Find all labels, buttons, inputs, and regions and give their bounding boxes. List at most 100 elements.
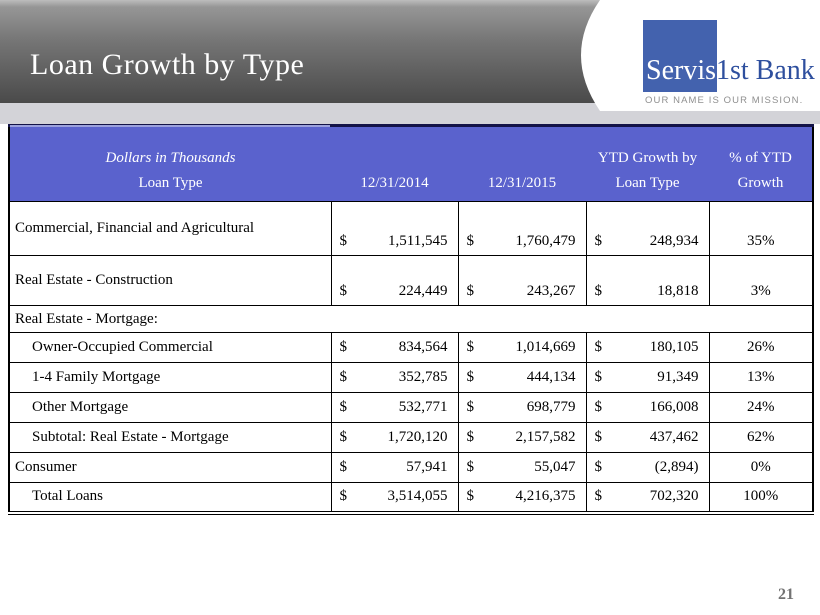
- loan-type-cell: Consumer: [8, 452, 332, 483]
- currency-symbol: $: [594, 233, 603, 249]
- currency-symbol: $: [466, 283, 475, 299]
- table-header-row: Dollars in Thousands Loan Type 12/31/201…: [9, 125, 813, 202]
- value-2014-cell: $57,941: [330, 452, 459, 483]
- pct-cell: 35%: [708, 201, 814, 256]
- header-ytd-growth: YTD Growth by Loan Type: [586, 125, 709, 202]
- value-2015-cell: $444,134: [457, 362, 587, 393]
- pct-cell: 62%: [708, 422, 814, 453]
- loan-type-cell: Real Estate - Construction: [8, 255, 332, 306]
- growth-cell: $248,934: [585, 201, 710, 256]
- amount-2015: 444,134: [526, 369, 576, 385]
- bank-logo-wordmark: Servis1st Bank: [646, 56, 815, 86]
- currency-symbol: $: [466, 399, 475, 415]
- value-2014-cell: $1,511,545: [330, 201, 459, 256]
- amount-2015: 1,760,479: [515, 233, 576, 249]
- value-2015-cell: $243,267: [457, 255, 587, 306]
- growth-cell: $702,320: [585, 482, 710, 513]
- value-2015-cell: $55,047: [457, 452, 587, 483]
- growth-amount: 166,008: [649, 399, 699, 415]
- currency-symbol: $: [339, 369, 348, 385]
- table-row: Commercial, Financial and Agricultural $…: [8, 201, 814, 256]
- value-2015-cell: $4,216,375: [457, 482, 587, 513]
- growth-amount: 702,320: [649, 488, 699, 505]
- currency-symbol: $: [339, 233, 348, 249]
- table-top-accent-line: [10, 125, 330, 127]
- pct-cell: 24%: [708, 392, 814, 423]
- loan-type-cell: Other Mortgage: [8, 392, 332, 423]
- growth-amount: 437,462: [649, 429, 699, 445]
- growth-cell: $166,008: [585, 392, 710, 423]
- value-2014-cell: $532,771: [330, 392, 459, 423]
- amount-2015: 55,047: [534, 459, 576, 475]
- growth-amount: 180,105: [649, 339, 699, 355]
- amount-2014: 1,720,120: [387, 429, 448, 445]
- growth-amount: 91,349: [657, 369, 699, 385]
- value-2015-cell: $698,779: [457, 392, 587, 423]
- value-2014-cell: $352,785: [330, 362, 459, 393]
- header-loan-type-label: Loan Type: [138, 175, 203, 191]
- value-2014-cell: $1,720,120: [330, 422, 459, 453]
- bank-logo-word-servis: Servis: [646, 55, 716, 86]
- growth-cell: $180,105: [585, 332, 710, 363]
- amount-2015: 243,267: [526, 283, 576, 299]
- amount-2014: 3,514,055: [387, 488, 448, 505]
- currency-symbol: $: [339, 283, 348, 299]
- bank-logo-word-1stbank: 1st Bank: [716, 55, 815, 86]
- header-loan-type: Dollars in Thousands Loan Type: [9, 125, 331, 202]
- header-units-label: Dollars in Thousands: [105, 150, 236, 166]
- pct-cell: 13%: [708, 362, 814, 393]
- currency-symbol: $: [466, 488, 475, 505]
- bank-tagline: OUR NAME IS OUR MISSION.: [645, 95, 804, 106]
- bank-logo-icon: [643, 20, 717, 92]
- table-row: Owner-Occupied Commercial $834,564 $1,01…: [8, 332, 814, 363]
- pct-cell: 0%: [708, 452, 814, 483]
- header-date-2014: 12/31/2014: [331, 125, 458, 202]
- currency-symbol: $: [594, 488, 603, 505]
- value-2014-cell: $3,514,055: [330, 482, 459, 513]
- currency-symbol: $: [339, 429, 348, 445]
- growth-cell: $437,462: [585, 422, 710, 453]
- currency-symbol: $: [594, 429, 603, 445]
- pct-cell: 3%: [708, 255, 814, 306]
- currency-symbol: $: [466, 369, 475, 385]
- amount-2014: 834,564: [398, 339, 448, 355]
- currency-symbol: $: [466, 233, 475, 249]
- currency-symbol: $: [594, 283, 603, 299]
- loan-type-cell: Subtotal: Real Estate - Mortgage: [8, 422, 332, 453]
- amount-2015: 698,779: [526, 399, 576, 415]
- currency-symbol: $: [594, 339, 603, 355]
- value-2015-cell: $1,014,669: [457, 332, 587, 363]
- currency-symbol: $: [594, 459, 603, 475]
- loan-growth-table: Dollars in Thousands Loan Type 12/31/201…: [8, 124, 814, 515]
- table-row: Subtotal: Real Estate - Mortgage $1,720,…: [8, 422, 814, 453]
- table-row: Total Loans $3,514,055 $4,216,375 $702,3…: [8, 482, 814, 513]
- currency-symbol: $: [466, 339, 475, 355]
- loan-type-cell: Owner-Occupied Commercial: [8, 332, 332, 363]
- table-row-section: Real Estate - Mortgage:: [9, 305, 813, 333]
- growth-amount: 248,934: [649, 233, 699, 249]
- currency-symbol: $: [466, 429, 475, 445]
- table-row: Consumer $57,941 $55,047 $ (2,894) 0%: [8, 452, 814, 483]
- currency-symbol: $: [339, 399, 348, 415]
- amount-2014: 352,785: [398, 369, 448, 385]
- table-row: Real Estate - Construction $224,449 $243…: [8, 255, 814, 306]
- loan-type-cell: 1-4 Family Mortgage: [8, 362, 332, 393]
- amount-2014: 224,449: [398, 283, 448, 299]
- currency-symbol: $: [339, 459, 348, 475]
- currency-symbol: $: [594, 369, 603, 385]
- header-pct-of-ytd: % of YTD Growth: [709, 125, 813, 202]
- amount-2014: 57,941: [406, 459, 448, 475]
- value-2014-cell: $834,564: [330, 332, 459, 363]
- loan-type-cell: Total Loans: [8, 482, 332, 513]
- growth-amount: (2,894): [654, 459, 699, 475]
- amount-2015: 4,216,375: [515, 488, 576, 505]
- section-label: Real Estate - Mortgage:: [9, 305, 813, 333]
- currency-symbol: $: [339, 488, 348, 505]
- value-2015-cell: $1,760,479: [457, 201, 587, 256]
- growth-cell: $18,818: [585, 255, 710, 306]
- currency-symbol: $: [594, 399, 603, 415]
- currency-symbol: $: [339, 339, 348, 355]
- amount-2014: 532,771: [398, 399, 448, 415]
- amount-2014: 1,511,545: [388, 233, 448, 249]
- currency-symbol: $: [466, 459, 475, 475]
